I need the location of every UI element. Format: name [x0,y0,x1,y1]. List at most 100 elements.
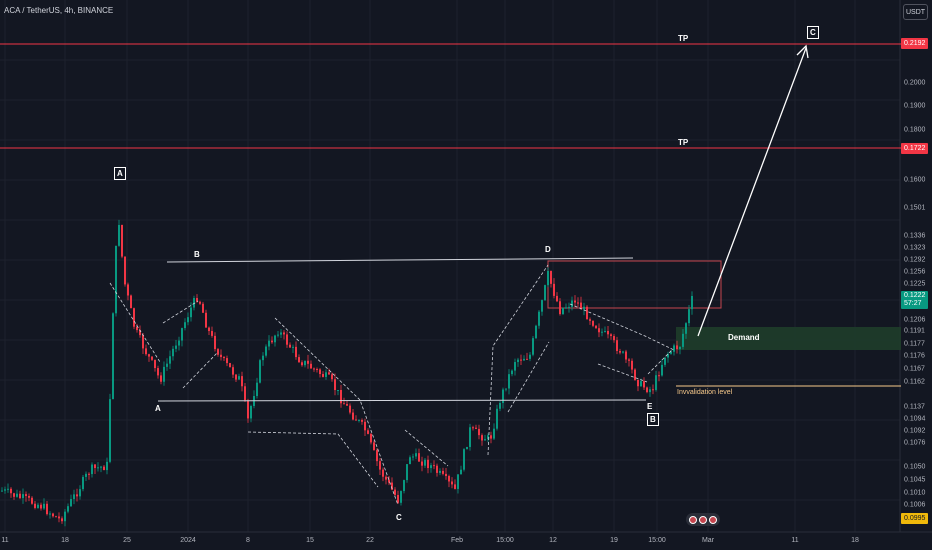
price-axis-label: 0.1050 [904,463,926,471]
candle-body [202,303,204,313]
candle-body [451,481,453,485]
wave-b-boxed-label: B [647,413,659,426]
candle-body [604,330,606,332]
invalidation-label: Invvalidation level [677,389,733,396]
tp-label-mid: TP [678,138,689,147]
candle-body [529,354,531,359]
candle-body [631,360,633,370]
price-axis-label: 0.1206 [904,316,926,324]
countdown-value: 57:27 [904,300,922,307]
candle-body [643,381,645,388]
candle-body [100,466,102,468]
candle-body [667,353,669,358]
price-axis-label: 0.1600 [904,176,926,184]
candle-body [418,453,420,462]
candle-body [193,298,195,308]
candle-body [289,344,291,348]
candle-body [400,491,402,503]
low-price-tag: 0.0995 [901,513,929,524]
wave-a-top-label: A [114,167,126,180]
time-axis-label: 15:00 [496,537,514,544]
candle-body [55,516,57,518]
candle-body [337,390,339,392]
candle-body [475,427,477,429]
time-axis-label: Mar [701,537,715,544]
candle-body [250,405,252,419]
time-axis-label: 18 [851,537,859,544]
candle-body [268,340,270,347]
candle-body [376,450,378,462]
currency-button[interactable]: USDT [903,4,928,20]
candle-body [172,348,174,357]
candle-body [511,370,513,375]
candle-body [316,368,318,370]
tp-label-top: TP [678,34,689,43]
candle-body [553,283,555,296]
price-axis-label: 0.1501 [904,204,926,212]
candle-body [508,374,510,389]
candle-body [598,328,600,333]
candle-body [199,301,201,304]
price-axis-label: 0.1323 [904,244,926,252]
candle-body [472,427,474,429]
candle-body [163,366,165,382]
candle-body [214,335,216,350]
candle-body [658,375,660,377]
candle-body [178,340,180,346]
candle-body [409,457,411,465]
candle-body [334,379,336,391]
candle-body [154,359,156,369]
candle-body [58,516,60,519]
candle-body [298,357,300,363]
candle-body [532,338,534,355]
candle-body [361,419,363,422]
candle-body [607,330,609,335]
candle-body [535,325,537,339]
price-axis-label: 0.1191 [904,327,925,335]
tp-mid-price-tag: 0.1722 [901,143,929,154]
candle-body [595,325,597,329]
time-axis-label: 8 [246,537,250,544]
candle-body [106,461,108,471]
candle-body [175,345,177,349]
tradingview-logo-icon[interactable] [686,513,720,526]
candle-body [424,459,426,466]
time-axis-label: 12 [549,537,557,544]
candle-body [22,494,24,499]
candle-body [406,464,408,481]
candle-body [256,382,258,397]
candle-body [343,403,345,405]
candle-body [319,369,321,375]
candle-body [574,300,576,303]
candle-body [463,449,465,470]
candle-body [127,284,129,296]
candle-body [10,488,12,494]
candle-body [640,381,642,387]
candle-body [460,469,462,475]
candle-body [490,435,492,439]
candle-body [79,489,81,497]
candle-body [577,302,579,304]
candle-body [688,309,690,324]
time-axis-label: 11 [791,537,799,544]
price-axis-label: 0.1045 [904,476,926,484]
candle-body [205,312,207,328]
candle-body [586,306,588,320]
current-price-value: 0.1222 [904,292,926,299]
candle-body [286,334,288,345]
candle-body [28,495,30,498]
candle-body [421,461,423,466]
candle-body [571,300,573,307]
candle-body [232,367,234,375]
candle-body [664,357,666,365]
candle-body [538,311,540,326]
candle-body [145,348,147,355]
candle-body [628,359,630,361]
candle-body [601,331,603,333]
candle-body [547,270,549,286]
candle-body [385,476,387,480]
candle-body [505,388,507,390]
candle-body [568,306,570,308]
candle-body [445,473,447,477]
